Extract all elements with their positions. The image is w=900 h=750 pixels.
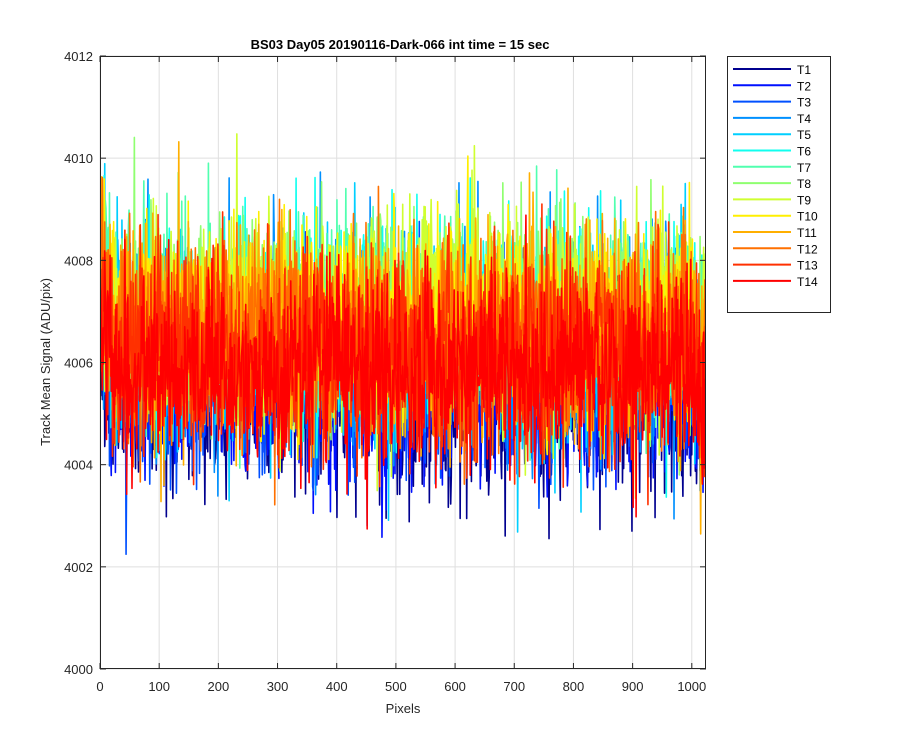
legend-label-t13: T13	[797, 259, 818, 273]
legend-label-t2: T2	[797, 79, 811, 93]
y-tick-label: 4010	[64, 151, 93, 166]
legend-label-t7: T7	[797, 161, 811, 175]
y-axis-ticks: 4000 4002 4004 4006 4008 4010 4012	[64, 49, 706, 677]
x-axis-label: Pixels	[386, 701, 421, 716]
series-line-t14	[100, 214, 706, 530]
legend-label-t4: T4	[797, 112, 811, 126]
x-axis-ticks: 0 100 200 300 400 500 600 700 800 900 1000	[96, 56, 706, 694]
legend-label-t12: T12	[797, 242, 818, 256]
legend-label-t11: T11	[797, 226, 817, 240]
x-tick-label: 200	[208, 679, 230, 694]
x-tick-label: 100	[148, 679, 170, 694]
legend-label-t10: T10	[797, 210, 818, 224]
y-tick-label: 4004	[64, 458, 93, 473]
series-lines	[100, 133, 706, 556]
y-axis-label: Track Mean Signal (ADU/pix)	[38, 278, 53, 446]
legend-box	[727, 56, 831, 313]
x-tick-label: 600	[444, 679, 466, 694]
x-tick-label: 0	[96, 679, 103, 694]
x-tick-label: 1000	[677, 679, 706, 694]
y-tick-label: 4002	[64, 560, 93, 575]
legend-label-t14: T14	[797, 275, 818, 289]
legend-label-t9: T9	[797, 193, 811, 207]
y-tick-label: 4006	[64, 356, 93, 371]
y-tick-label: 4012	[64, 49, 93, 64]
legend-label-t3: T3	[797, 96, 811, 110]
chart-title: BS03 Day05 20190116-Dark-066 int time = …	[251, 37, 550, 52]
x-tick-label: 800	[563, 679, 585, 694]
x-tick-label: 700	[503, 679, 525, 694]
legend-label-t5: T5	[797, 128, 811, 142]
x-tick-label: 300	[267, 679, 289, 694]
x-tick-label: 400	[326, 679, 348, 694]
x-tick-label: 500	[385, 679, 407, 694]
y-tick-label: 4008	[64, 253, 93, 268]
legend-label-t1: T1	[797, 63, 811, 77]
legend-label-t6: T6	[797, 145, 811, 159]
legend-items: T1 T2 T3 T4 T5 T6 T7 T8 T9 T10 T11 T12 T13 T14	[733, 63, 818, 289]
series-line-t13	[100, 203, 706, 506]
legend: T1 T2 T3 T4 T5 T6 T7 T8 T9 T10 T11 T12 T13 T14	[727, 56, 831, 313]
x-tick-label: 900	[622, 679, 644, 694]
legend-label-t8: T8	[797, 177, 811, 191]
y-tick-label: 4000	[64, 662, 93, 677]
